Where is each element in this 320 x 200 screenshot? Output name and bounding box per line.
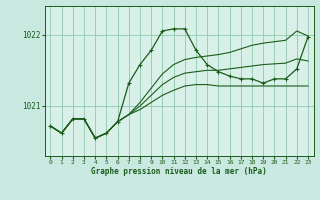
X-axis label: Graphe pression niveau de la mer (hPa): Graphe pression niveau de la mer (hPa) (91, 167, 267, 176)
